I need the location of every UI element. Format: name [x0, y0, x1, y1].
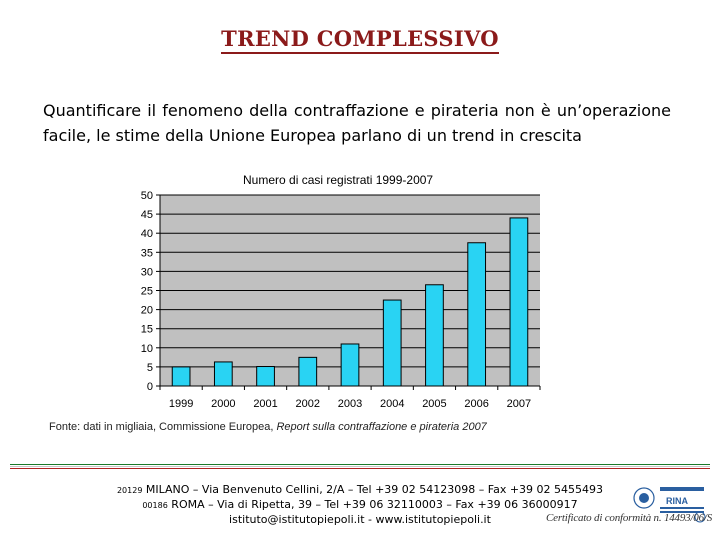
source-prefix: Fonte: dati in migliaia, Commissione Eur… [49, 421, 277, 433]
slide-title: TREND COMPLESSIVO [0, 26, 720, 54]
y-tick-label: 0 [147, 381, 153, 393]
rina-certification-logo: RINA [633, 487, 706, 523]
bar [467, 242, 487, 387]
bar [509, 217, 529, 387]
bar [171, 366, 191, 387]
certificate-note: Certificato di conformità n. 14493/06/S [546, 512, 713, 524]
x-tick-label: 1999 [169, 398, 193, 410]
zip-milano: 20129 [116, 486, 143, 495]
footer-milano: 20129 MILANO – Via Benvenuto Cellini, 2/… [100, 483, 620, 498]
bar [340, 343, 360, 387]
bar [382, 299, 402, 387]
x-tick-label: 2005 [422, 398, 446, 410]
x-tick-label: 2006 [464, 398, 488, 410]
y-tick-label: 40 [141, 228, 153, 240]
y-tick-label: 45 [141, 209, 153, 221]
address-milano: MILANO – Via Benvenuto Cellini, 2/A – Te… [145, 483, 604, 496]
y-tick-label: 5 [147, 362, 153, 374]
x-tick-label: 2003 [338, 398, 362, 410]
y-tick-label: 10 [141, 343, 153, 355]
y-tick-label: 25 [141, 286, 153, 298]
bar [425, 284, 444, 387]
footer-web: istituto@istitutopiepoli.it - www.istitu… [229, 513, 491, 526]
source-report-title: Report sulla contraffazione e pirateria … [276, 421, 487, 433]
y-tick-label: 35 [141, 247, 153, 259]
chart-source-note: Fonte: dati in migliaia, Commissione Eur… [49, 421, 487, 433]
y-tick-label: 20 [141, 305, 153, 317]
y-tick-label: 15 [141, 324, 153, 336]
footer-contacts: 20129 MILANO – Via Benvenuto Cellini, 2/… [100, 483, 620, 527]
footer-divider-red [10, 468, 710, 469]
y-tick-label: 50 [141, 190, 153, 202]
footer-divider-green [10, 464, 710, 465]
intro-paragraph: Quantificare il fenomeno della contraffa… [43, 101, 671, 145]
x-tick-label: 2002 [296, 398, 320, 410]
bar [256, 366, 275, 387]
zip-roma: 00186 [142, 501, 168, 510]
bar [298, 356, 318, 387]
footer-roma: 00186 ROMA – Via di Ripetta, 39 – Tel +3… [100, 498, 620, 513]
x-tick-label: 2001 [253, 398, 277, 410]
bar [213, 361, 233, 387]
logo-text: RINA [666, 496, 688, 506]
footer-divider-grey [10, 466, 710, 467]
x-tick-label: 2007 [507, 398, 531, 410]
chart-title: Numero di casi registrati 1999-2007 [243, 173, 434, 187]
x-tick-label: 2004 [380, 398, 404, 410]
address-roma: ROMA – Via di Ripetta, 39 – Tel +39 06 3… [171, 498, 578, 511]
bar-chart: 0 5 10 15 20 25 30 35 40 45 50 1999 2000 2001 2002 2003… [141, 190, 541, 410]
y-tick-label: 30 [141, 266, 153, 278]
x-tick-label: 2000 [211, 398, 235, 410]
